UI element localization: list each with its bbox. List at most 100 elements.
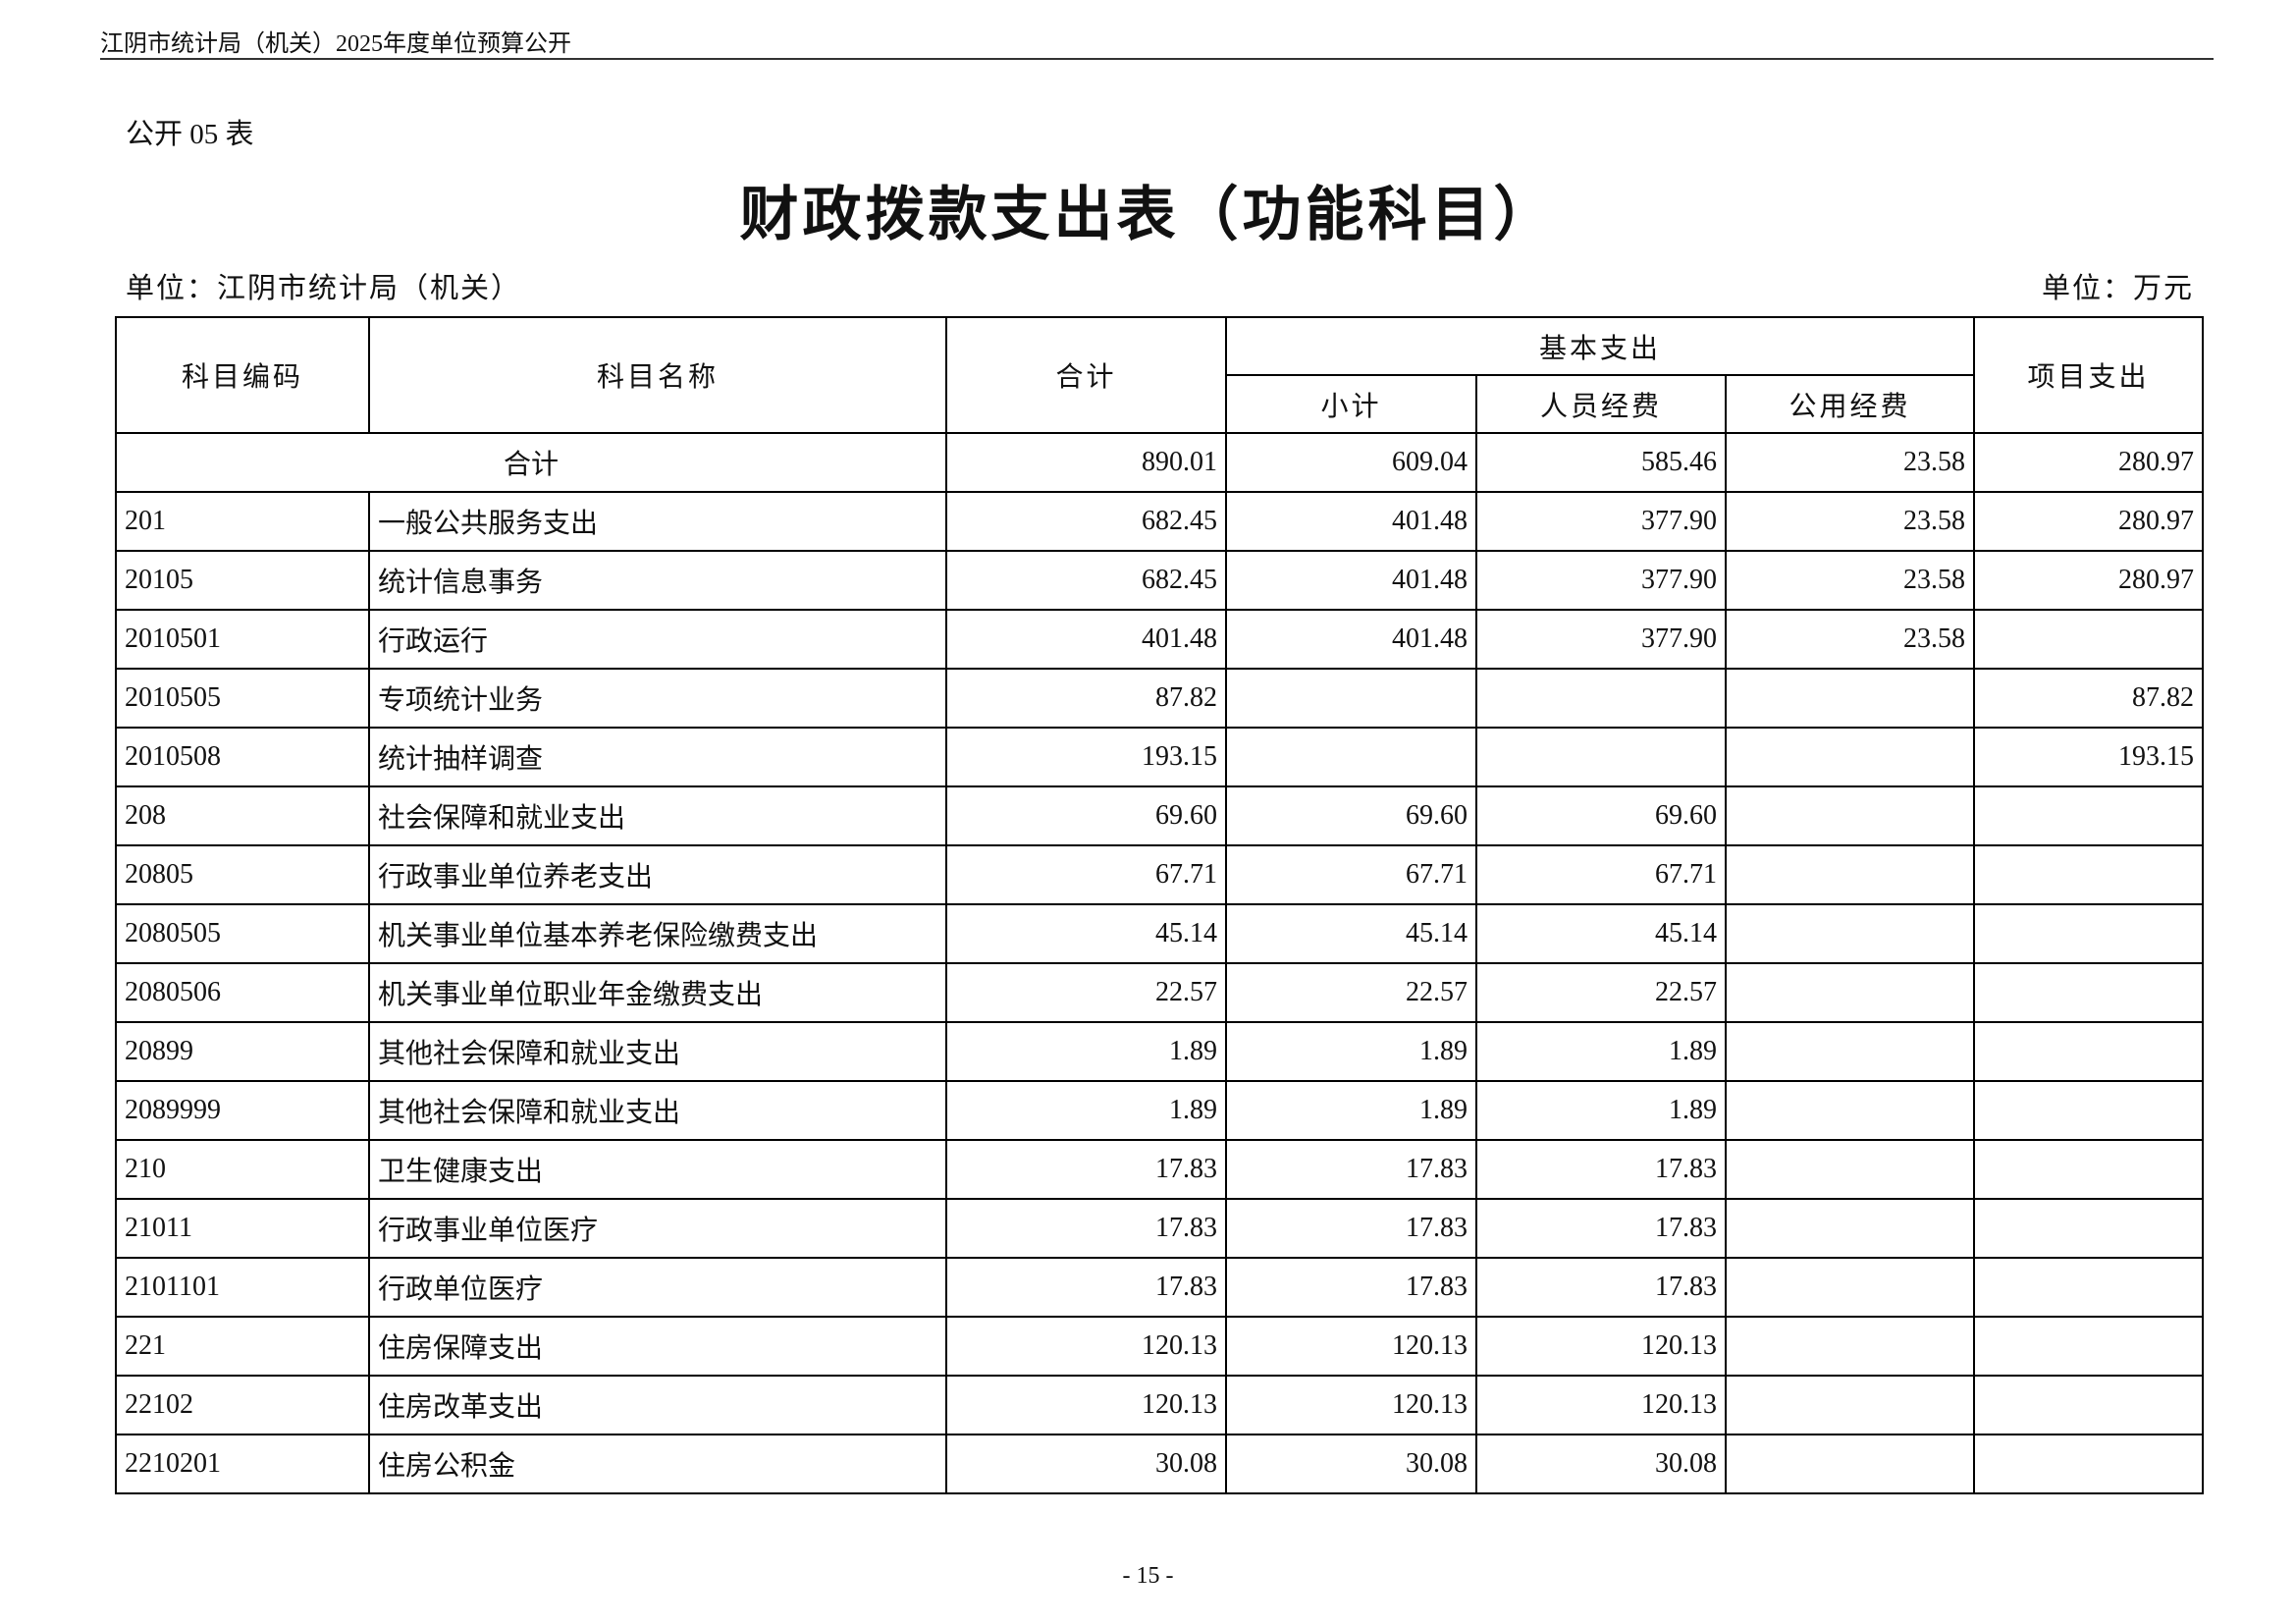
cell: 1.89 [945,1021,1227,1082]
cell [1724,1434,1976,1494]
row: 2080506 机关事业单位职业年金缴费支出 22.57 22.57 22.57 [115,962,2205,1023]
cell [1475,727,1727,787]
cell [1973,1257,2205,1318]
cell: 69.60 [1475,785,1727,846]
header-cell: 人员经费 [1475,374,1727,434]
cell: 1.89 [1475,1080,1727,1141]
cell: 17.83 [1475,1198,1727,1259]
cell: 280.97 [1973,491,2205,552]
cell [1225,668,1477,729]
cell: 120.13 [1225,1316,1477,1377]
cell: 1.89 [1225,1080,1477,1141]
cell [1724,1080,1976,1141]
page-header: 江阴市统计局（机关）2025年度单位预算公开 [100,31,571,57]
cell: 17.83 [945,1139,1227,1200]
cell: 1.89 [1225,1021,1477,1082]
cell: 21011 [115,1198,370,1259]
cell: 2010501 [115,609,370,670]
cell: 社会保障和就业支出 [368,785,947,846]
row: 21011 行政事业单位医疗 17.83 17.83 17.83 [115,1198,2205,1259]
cell: 2010505 [115,668,370,729]
cell: 17.83 [1225,1139,1477,1200]
cell: 280.97 [1973,550,2205,611]
cell: 2101101 [115,1257,370,1318]
row: 208 社会保障和就业支出 69.60 69.60 69.60 [115,785,2205,846]
cell: 2089999 [115,1080,370,1141]
cell: 69.60 [1225,785,1477,846]
cell: 17.83 [945,1198,1227,1259]
cell: 23.58 [1724,432,1976,493]
header-cell: 科目名称 [368,316,947,434]
cell: 20805 [115,844,370,905]
cell: 其他社会保障和就业支出 [368,1080,947,1141]
cell: 1.89 [945,1080,1227,1141]
cell: 17.83 [945,1257,1227,1318]
unit-right: 单位：万元 [2041,273,2194,304]
cell [1724,1139,1976,1200]
cell [1973,1139,2205,1200]
cell [1973,785,2205,846]
cell: 17.83 [1475,1257,1727,1318]
cell: 20899 [115,1021,370,1082]
cell [1724,1316,1976,1377]
row: 2101101 行政单位医疗 17.83 17.83 17.83 [115,1257,2205,1318]
cell: 22.57 [945,962,1227,1023]
cell: 行政运行 [368,609,947,670]
table-body: 合计 890.01 609.04 585.46 23.58 280.97 201 一般公共服务… [115,432,2205,1494]
cell: 2080506 [115,962,370,1023]
cell: 201 [115,491,370,552]
cell: 统计抽样调查 [368,727,947,787]
cell: 69.60 [945,785,1227,846]
row: 221 住房保障支出 120.13 120.13 120.13 [115,1316,2205,1377]
cell: 682.45 [945,491,1227,552]
cell: 30.08 [1225,1434,1477,1494]
table-number: 公开 05 表 [126,119,254,150]
row: 2010501 行政运行 401.48 401.48 377.90 23.58 [115,609,2205,670]
total-label: 合计 [115,432,947,493]
row: 20105 统计信息事务 682.45 401.48 377.90 23.58 280.97 [115,550,2205,611]
title: 财政拨款支出表（功能科目） [739,183,1557,247]
cell: 卫生健康支出 [368,1139,947,1200]
cell: 45.14 [945,903,1227,964]
cell [1724,1257,1976,1318]
cell: 210 [115,1139,370,1200]
cell: 22.57 [1225,962,1477,1023]
header-cell: 基本支出 [1224,316,1976,376]
table-head: 科目编码 科目名称 合计 基本支出 项目支出 小计 人员经费 公用经费 [115,316,2205,434]
row: 2080505 机关事业单位基本养老保险缴费支出 45.14 45.14 45.14 [115,903,2205,964]
cell: 45.14 [1225,903,1477,964]
cell: 23.58 [1724,491,1976,552]
cell: 住房保障支出 [368,1316,947,1377]
cell: 67.71 [1475,844,1727,905]
cell: 住房公积金 [368,1434,947,1494]
cell [1973,1080,2205,1141]
cell: 行政单位医疗 [368,1257,947,1318]
cell [1225,727,1477,787]
cell: 401.48 [1225,550,1477,611]
cell: 890.01 [945,432,1227,493]
cell [1973,1021,2205,1082]
cell: 193.15 [945,727,1227,787]
unit-left: 单位：江阴市统计局（机关） [126,273,522,304]
cell: 23.58 [1724,550,1976,611]
cell: 120.13 [1475,1375,1727,1435]
cell: 一般公共服务支出 [368,491,947,552]
cell: 221 [115,1316,370,1377]
header-cell: 公用经费 [1724,374,1976,434]
cell [1724,962,1976,1023]
cell: 其他社会保障和就业支出 [368,1021,947,1082]
row: 22102 住房改革支出 120.13 120.13 120.13 [115,1375,2205,1435]
cell [1973,609,2205,670]
cell [1724,727,1976,787]
cell: 377.90 [1475,609,1727,670]
header-cell: 科目编码 [115,316,370,434]
cell: 120.13 [945,1375,1227,1435]
cell [1724,903,1976,964]
cell [1973,962,2205,1023]
row: 2089999 其他社会保障和就业支出 1.89 1.89 1.89 [115,1080,2205,1141]
cell: 585.46 [1475,432,1727,493]
cell: 2010508 [115,727,370,787]
cell: 统计信息事务 [368,550,947,611]
cell: 67.71 [945,844,1227,905]
